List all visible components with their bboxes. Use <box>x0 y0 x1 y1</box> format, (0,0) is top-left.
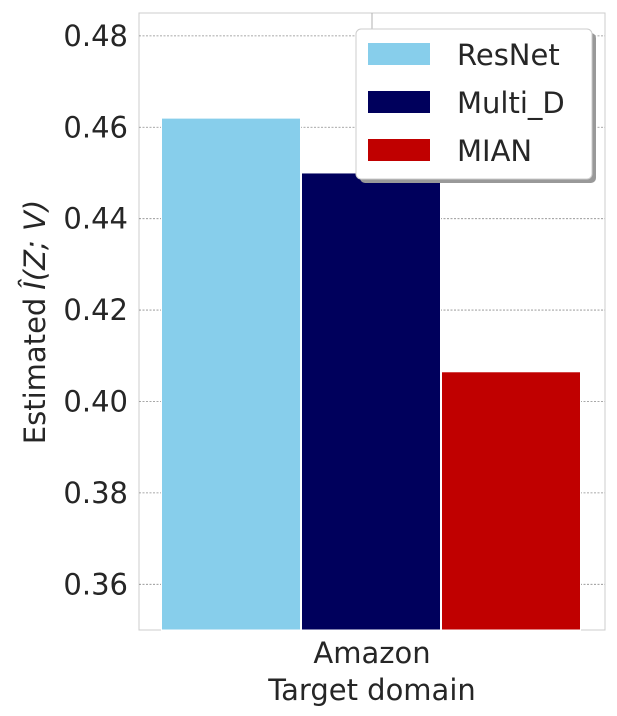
y-tick-label: 0.38 <box>63 476 128 510</box>
y-axis-label-text: Estimated <box>18 298 52 445</box>
legend-label-resnet: ResNet <box>457 38 560 72</box>
y-tick-label: 0.46 <box>63 110 128 144</box>
x-axis-label: Target domain <box>267 673 476 707</box>
legend-label-multi-d: Multi_D <box>457 86 565 120</box>
x-tick-label-amazon: Amazon <box>313 636 430 670</box>
legend-label-mian: MIAN <box>457 134 532 168</box>
y-tick-label: 0.40 <box>63 384 128 418</box>
bar-resnet <box>161 117 301 631</box>
legend-swatch-multi-d <box>368 91 430 113</box>
bars <box>161 117 581 631</box>
y-axis-label: Estimated Î(Z; V) <box>18 200 52 444</box>
bar-multi-d <box>301 172 441 631</box>
legend: ResNet Multi_D MIAN <box>355 28 596 183</box>
y-tick-label: 0.44 <box>63 202 128 236</box>
y-tick-label: 0.48 <box>63 19 128 53</box>
y-axis-label-math: Î(Z; V) <box>18 200 52 290</box>
y-tick-label: 0.36 <box>63 567 128 601</box>
y-tick-labels: 0.36 0.38 0.40 0.42 0.44 0.46 0.48 <box>63 19 128 601</box>
y-tick-label: 0.42 <box>63 293 128 327</box>
legend-swatch-mian <box>368 139 430 161</box>
legend-swatch-resnet <box>368 43 430 65</box>
bar-mian <box>441 371 581 631</box>
